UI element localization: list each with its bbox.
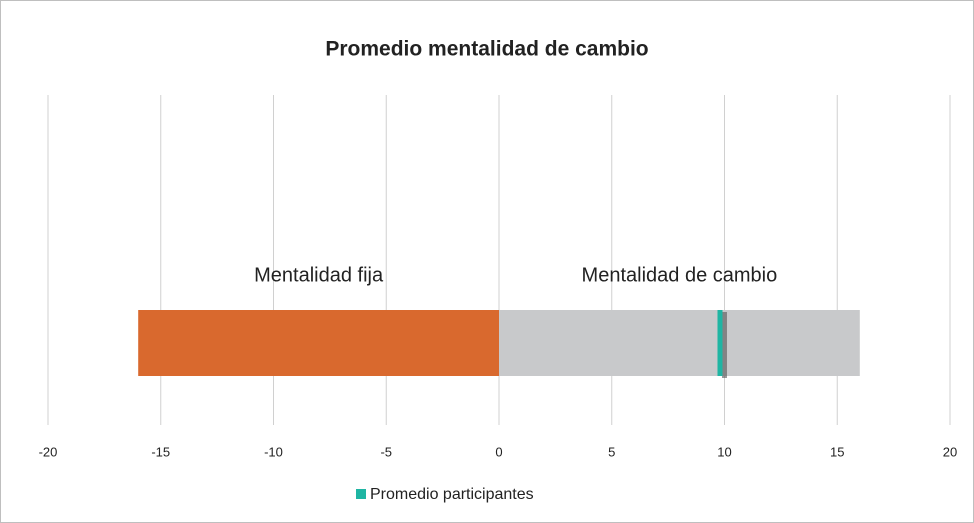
x-tick-label: 20 bbox=[943, 444, 957, 459]
bar-annotation: Mentalidad fija bbox=[254, 264, 384, 286]
x-tick-label: -5 bbox=[380, 444, 392, 459]
x-tick-label: -15 bbox=[151, 444, 170, 459]
x-tick-label: 5 bbox=[608, 444, 615, 459]
x-tick-label: 10 bbox=[717, 444, 731, 459]
bar-annotation: Mentalidad de cambio bbox=[582, 264, 778, 286]
x-tick-label: -10 bbox=[264, 444, 283, 459]
x-tick-label: 15 bbox=[830, 444, 844, 459]
marker-shadow bbox=[721, 312, 727, 378]
marker bbox=[717, 310, 723, 376]
legend-swatch bbox=[356, 489, 366, 499]
chart-title: Promedio mentalidad de cambio bbox=[325, 38, 648, 61]
x-tick-label: -20 bbox=[39, 444, 58, 459]
bar bbox=[499, 310, 860, 376]
legend-label: Promedio participantes bbox=[370, 486, 534, 503]
x-tick-label: 0 bbox=[495, 444, 502, 459]
bar bbox=[138, 310, 499, 376]
